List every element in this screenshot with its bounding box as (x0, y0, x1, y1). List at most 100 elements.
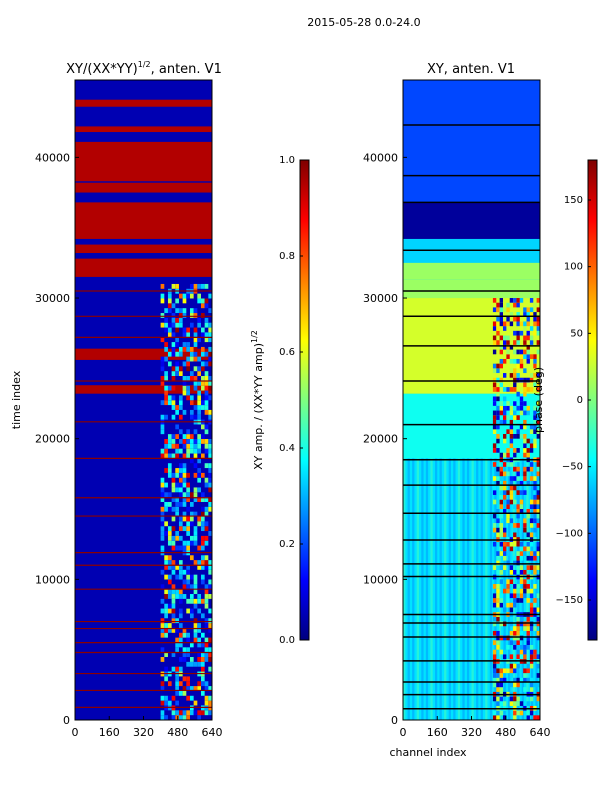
heatmap-cell (526, 466, 530, 472)
heatmap-cell (513, 588, 517, 594)
heatmap-cell (164, 594, 168, 599)
heatmap-cell (186, 695, 190, 701)
heatmap-cell (182, 584, 187, 590)
heatmap-cell (519, 644, 524, 650)
heatmap-cell (189, 574, 194, 580)
heatmap-cell (529, 462, 534, 467)
heatmap-cell (513, 640, 517, 645)
heatmap-cell (182, 298, 187, 304)
heatmap-cell (516, 312, 520, 317)
heatmap-cell (197, 337, 201, 343)
heatmap-cell (197, 438, 201, 444)
heatmap-cell (204, 642, 209, 648)
heatmap-cell (499, 401, 503, 406)
heatmap-cell (499, 410, 503, 416)
heatmap-cell (189, 613, 194, 619)
heatmap-cell (171, 443, 176, 449)
heatmap-cell (506, 513, 510, 519)
heatmap-cell (164, 501, 168, 507)
heatmap-cell (506, 644, 510, 650)
heatmap-cell (492, 326, 497, 331)
heatmap-band (75, 141, 212, 182)
heatmap-stripe (407, 458, 410, 720)
heatmap-cell (167, 322, 172, 328)
heatmap-cell (506, 401, 510, 406)
heatmap-cell (533, 682, 537, 688)
heatmap-cell (506, 344, 510, 350)
heatmap-cell (523, 644, 527, 650)
heatmap-cell (189, 492, 194, 498)
heatmap-cell (208, 351, 212, 357)
heatmap-cell (502, 335, 507, 341)
left-colorbar-gradient (299, 159, 310, 641)
heatmap-cell (200, 690, 205, 696)
heatmap-cell (208, 327, 212, 333)
heatmap-cell (529, 443, 534, 449)
heatmap-cell (164, 531, 168, 536)
heatmap-cell (513, 377, 517, 383)
heatmap-cell (496, 466, 500, 472)
heatmap-cell (509, 312, 514, 317)
heatmap-cell (178, 623, 183, 628)
heatmap-cell (160, 448, 165, 454)
heatmap-cell (529, 312, 534, 317)
heatmap-cell (182, 540, 187, 546)
heatmap-cell (175, 531, 179, 536)
heatmap-cell (533, 626, 537, 631)
heatmap-cell (496, 593, 500, 599)
heatmap-cell (499, 307, 503, 313)
heatmap-cell (499, 471, 503, 477)
heatmap-cell (189, 414, 194, 420)
heatmap-cell (496, 555, 500, 561)
heatmap-cell (492, 410, 497, 416)
heatmap-cell (519, 551, 524, 556)
heatmap-cell (529, 621, 534, 627)
heatmap-cell (186, 584, 190, 590)
heatmap-cell (513, 396, 517, 402)
colorbar-tick-label: 100 (564, 262, 583, 273)
heatmap-cell (536, 382, 540, 388)
heatmap-cell (175, 511, 179, 517)
heatmap-cell (182, 390, 187, 396)
heatmap-cell (193, 589, 198, 595)
heatmap-cell (492, 485, 497, 491)
heatmap-cell (182, 569, 187, 575)
heatmap-cell (496, 419, 500, 425)
heatmap-cell (513, 523, 517, 528)
heatmap-cell (171, 564, 176, 570)
heatmap-cell (197, 598, 201, 604)
heatmap-cell (519, 321, 524, 327)
heatmap-cell (496, 330, 500, 336)
heatmap-cell (204, 647, 209, 653)
heatmap-cell (533, 316, 537, 322)
heatmap-cell (160, 400, 165, 406)
heatmap-cell (208, 443, 212, 449)
heatmap-cell (502, 321, 507, 327)
heatmap-cell (200, 332, 205, 338)
heatmap-cell (167, 608, 172, 614)
heatmap-cell (171, 283, 176, 289)
heatmap-cell (523, 443, 527, 449)
heatmap-cell (492, 682, 497, 688)
heatmap-cell (513, 330, 517, 336)
heatmap-cell (492, 663, 497, 669)
heatmap-cell (164, 438, 168, 444)
heatmap-cell (529, 696, 534, 702)
heatmap-cell (496, 635, 500, 641)
heatmap-cell (516, 480, 520, 486)
heatmap-stripe (466, 458, 470, 720)
heatmap-cell (499, 673, 503, 678)
heatmap-cell (182, 690, 187, 696)
heatmap-cell (536, 321, 540, 327)
heatmap-cell (182, 308, 187, 314)
heatmap-cell (204, 385, 209, 391)
heatmap-cell (171, 482, 176, 488)
heatmap-cell (167, 560, 172, 565)
heatmap-cell (506, 316, 510, 322)
heatmap-cell (164, 613, 168, 619)
heatmap-cell (502, 490, 507, 495)
heatmap-cell (529, 626, 534, 631)
heatmap-cell (189, 608, 194, 614)
heatmap-cell (519, 593, 524, 599)
heatmap-cell (519, 490, 524, 495)
